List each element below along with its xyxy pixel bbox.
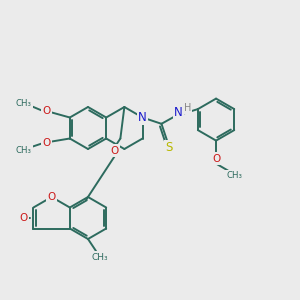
Text: O: O: [110, 146, 118, 155]
Text: CH₃: CH₃: [226, 171, 242, 180]
Text: O: O: [43, 106, 51, 116]
Text: CH₃: CH₃: [16, 99, 32, 108]
Text: S: S: [165, 141, 172, 154]
Text: O: O: [43, 139, 51, 148]
Text: H: H: [184, 103, 191, 113]
Text: CH₃: CH₃: [92, 253, 108, 262]
Text: O: O: [19, 213, 28, 223]
Text: CH₃: CH₃: [16, 146, 32, 155]
Text: N: N: [174, 106, 183, 119]
Text: O: O: [47, 192, 56, 202]
Text: O: O: [212, 154, 220, 164]
Text: N: N: [138, 111, 147, 124]
